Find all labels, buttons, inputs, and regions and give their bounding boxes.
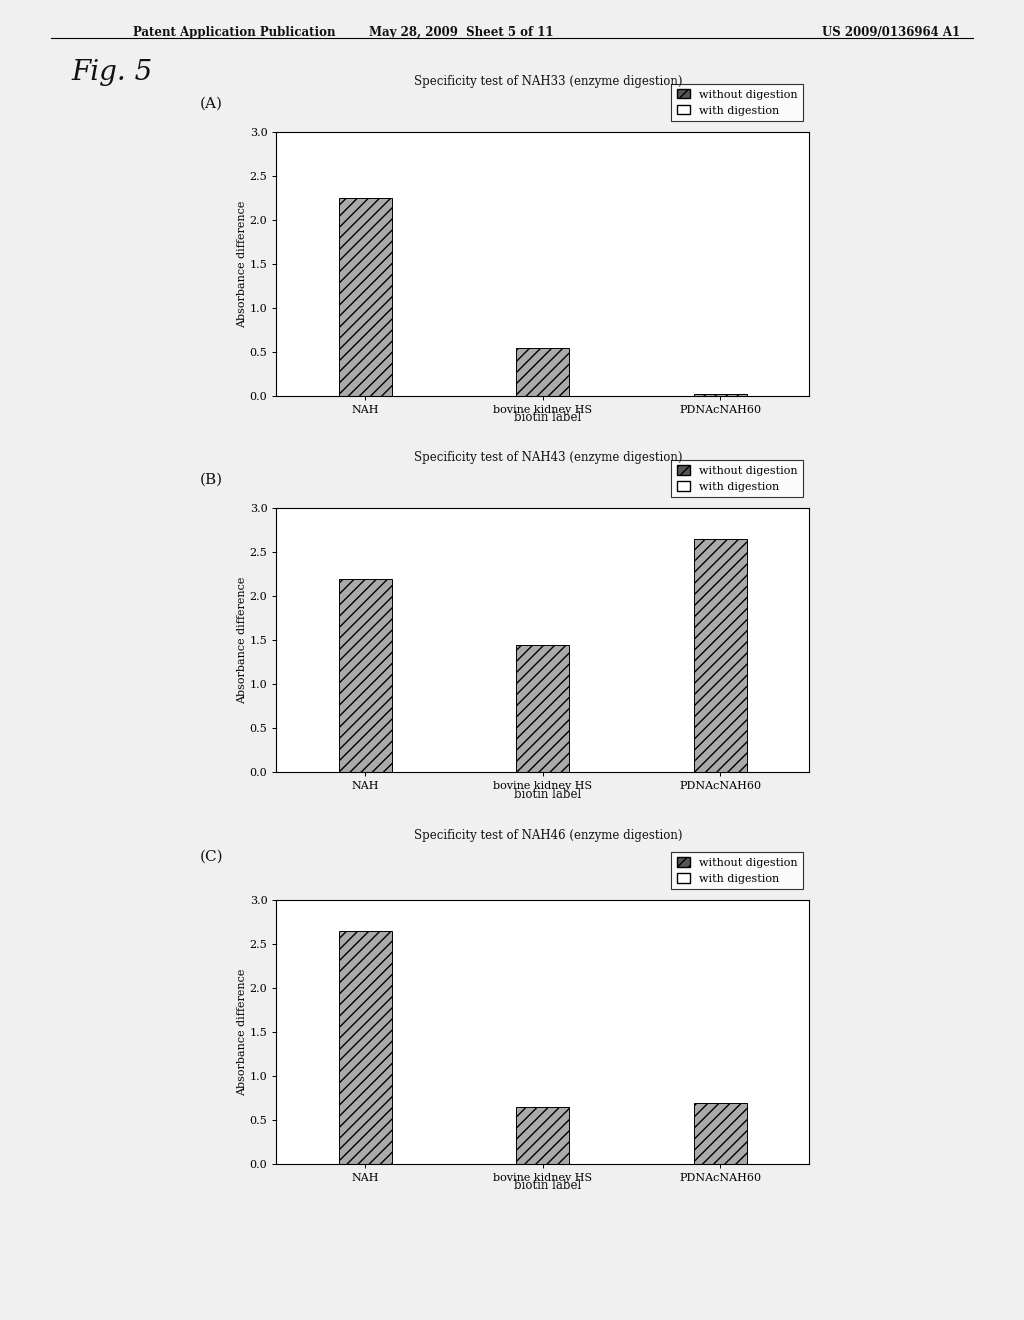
Bar [339, 578, 392, 772]
Legend: without digestion, with digestion: without digestion, with digestion [672, 83, 804, 121]
Text: biotin label: biotin label [514, 1179, 582, 1192]
Text: Patent Application Publication: Patent Application Publication [133, 26, 336, 40]
Bar [516, 644, 569, 772]
Text: US 2009/0136964 A1: US 2009/0136964 A1 [822, 26, 959, 40]
Bar [339, 931, 392, 1164]
Text: Fig. 5: Fig. 5 [72, 59, 153, 86]
Text: (A): (A) [200, 96, 222, 111]
Y-axis label: Absorbance difference: Absorbance difference [237, 577, 247, 704]
Y-axis label: Absorbance difference: Absorbance difference [237, 969, 247, 1096]
Text: May 28, 2009  Sheet 5 of 11: May 28, 2009 Sheet 5 of 11 [369, 26, 553, 40]
Bar [693, 1102, 746, 1164]
Bar [516, 1107, 569, 1164]
Text: biotin label: biotin label [514, 411, 582, 424]
Text: Specificity test of NAH46 (enzyme digestion): Specificity test of NAH46 (enzyme digest… [414, 829, 682, 842]
Bar [516, 347, 569, 396]
Y-axis label: Absorbance difference: Absorbance difference [237, 201, 247, 327]
Text: (B): (B) [200, 473, 223, 487]
Text: biotin label: biotin label [514, 788, 582, 801]
Bar [693, 539, 746, 772]
Text: (C): (C) [200, 850, 223, 865]
Bar [693, 395, 746, 396]
Text: Specificity test of NAH33 (enzyme digestion): Specificity test of NAH33 (enzyme digest… [414, 75, 682, 88]
Text: Specificity test of NAH43 (enzyme digestion): Specificity test of NAH43 (enzyme digest… [414, 451, 682, 465]
Legend: without digestion, with digestion: without digestion, with digestion [672, 851, 804, 890]
Bar [339, 198, 392, 396]
Legend: without digestion, with digestion: without digestion, with digestion [672, 459, 804, 498]
